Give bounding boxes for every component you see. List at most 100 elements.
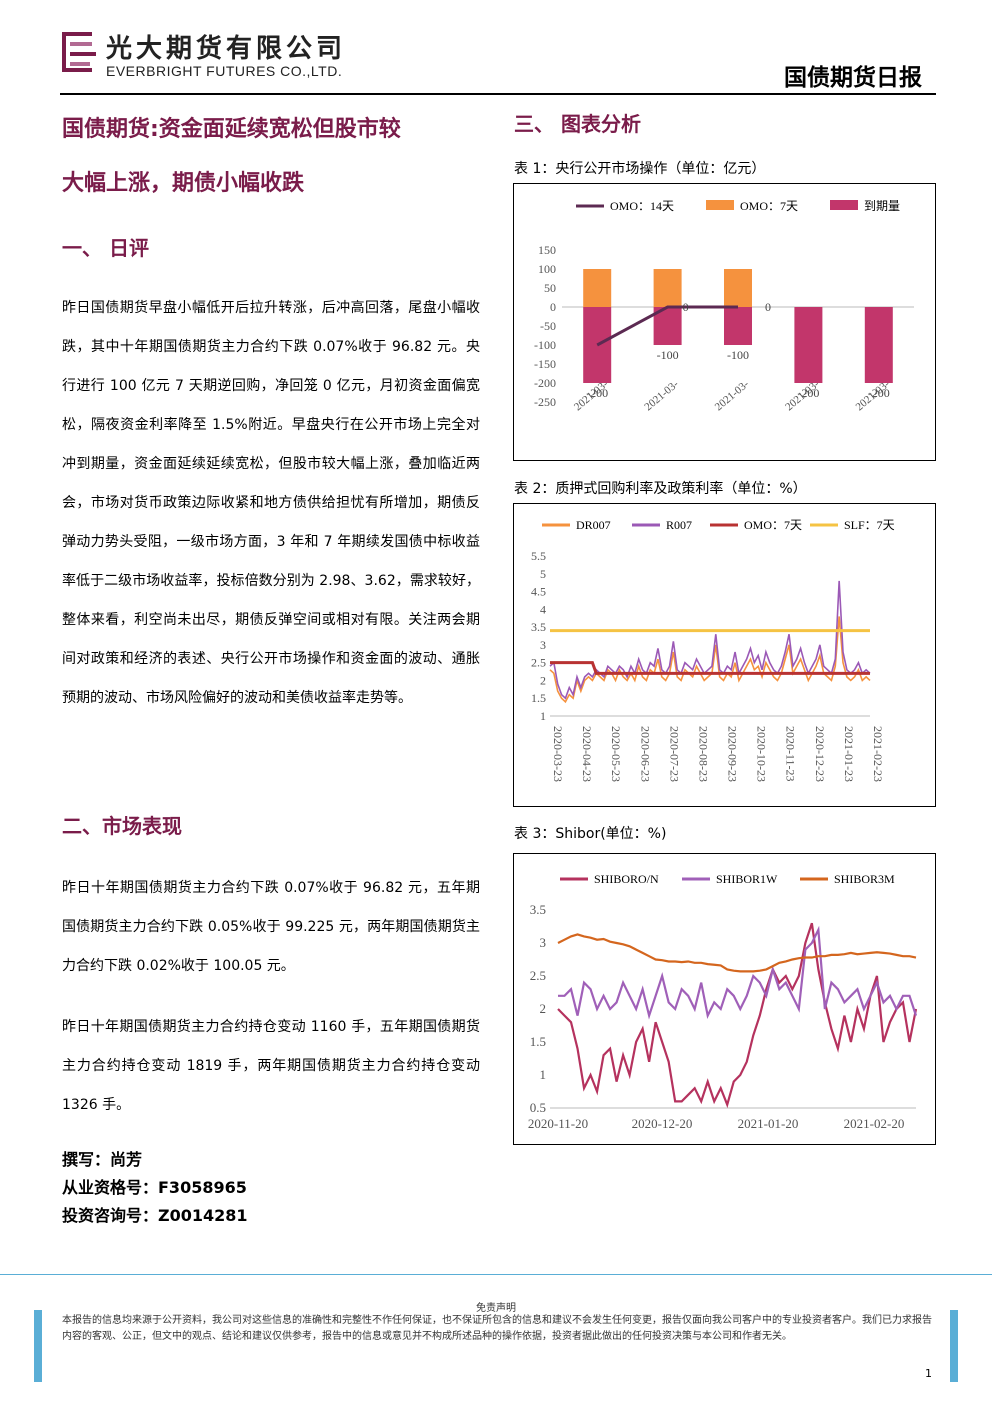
y-tick-label: -200 — [534, 376, 556, 390]
y-tick-label: 2 — [540, 673, 546, 687]
y-tick-label: 1.5 — [531, 691, 546, 705]
series-line — [549, 580, 871, 700]
x-tick-label: 2020-07-23 — [667, 726, 681, 782]
zero-label: 0 — [683, 300, 689, 314]
data-label: -200 — [868, 386, 890, 400]
author-block: 撰写：尚芳 从业资格号：F3058965 投资咨询号：Z0014281 — [62, 1146, 248, 1230]
market-paragraph-2: 昨日十年期国债期货主力合约持仓变动 1160 手，五年期国债期货主力合约持仓变动… — [62, 1019, 480, 1113]
zero-label: 0 — [765, 300, 771, 314]
x-tick-label: 2020-08-23 — [696, 726, 710, 782]
line-omo14 — [596, 305, 738, 347]
y-tick-label: 4.5 — [531, 585, 546, 599]
y-tick-label: -250 — [534, 395, 556, 409]
series-line — [557, 922, 918, 1109]
legend-label: OMO：14天 — [610, 199, 674, 213]
section-title-market: 二、市场表现 — [62, 814, 182, 838]
x-tick-label: 2021-03- — [713, 378, 752, 413]
author-qualification: 从业资格号：F3058965 — [62, 1178, 247, 1197]
legend-label: SHIBORO/N — [594, 872, 659, 886]
data-label: -200 — [797, 386, 819, 400]
y-tick-label: -150 — [534, 357, 556, 371]
x-tick-label: 2020-11-20 — [528, 1116, 588, 1131]
x-tick-label: 2020-12-20 — [632, 1116, 693, 1131]
bar-maturity — [724, 307, 752, 345]
y-tick-label: 5 — [540, 567, 546, 581]
page-number: 1 — [925, 1367, 932, 1380]
y-tick-label: 2.5 — [531, 656, 546, 670]
chart1-caption: 表 1：央行公开市场操作（单位：亿元） — [514, 161, 766, 177]
x-tick-label: 2020-05-23 — [609, 726, 623, 782]
x-tick-label: 2020-12-23 — [813, 726, 827, 782]
y-tick-label: 1 — [540, 709, 546, 723]
headline-line2: 大幅上涨，期债小幅收跌 — [62, 171, 305, 196]
series-line — [549, 616, 871, 704]
legend-label: SLF：7天 — [844, 518, 895, 532]
market-paragraph-1: 昨日十年期国债期货主力合约下跌 0.07%收于 96.82 元，五年期国债期货主… — [62, 880, 480, 974]
x-tick-label: 2020-09-23 — [726, 726, 740, 782]
footer-right-bar — [950, 1310, 958, 1382]
y-tick-label: 1.5 — [530, 1034, 546, 1049]
data-label: -200 — [586, 386, 608, 400]
data-label: -100 — [727, 348, 749, 362]
y-tick-label: 3.5 — [530, 902, 546, 917]
x-tick-label: 2020-11-23 — [784, 726, 798, 782]
chart2-caption: 表 2：质押式回购利率及政策利率（单位：%） — [514, 481, 807, 497]
x-tick-label: 2020-03-23 — [551, 726, 565, 782]
x-tick-label: 2020-06-23 — [638, 726, 652, 782]
data-label: -100 — [657, 348, 679, 362]
y-tick-label: 2 — [540, 1001, 547, 1016]
y-tick-label: 3 — [540, 638, 546, 652]
y-tick-label: 2.5 — [530, 968, 546, 983]
headline-line1: 国债期货:资金面延续宽松但股市较 — [62, 117, 401, 142]
legend-label: 到期量 — [864, 199, 900, 213]
legend-label: SHIBOR3M — [834, 872, 895, 886]
y-tick-label: 5.5 — [531, 549, 546, 563]
series-line — [557, 933, 917, 973]
y-tick-label: -100 — [534, 338, 556, 352]
x-tick-label: 2020-10-23 — [755, 726, 769, 782]
x-tick-label: 2021-02-20 — [844, 1116, 905, 1131]
disclaimer-title: 免责声明 — [476, 1303, 516, 1314]
chart3-caption: 表 3：Shibor(单位：%) — [514, 826, 667, 842]
author-consulting: 投资咨询号：Z0014281 — [62, 1206, 248, 1225]
y-tick-label: 0 — [550, 300, 556, 314]
chart-repo-rates: DR007 R007 OMO：7天 SLF：7天 5.5 5 4.5 4 3.5 3 2.5 2 1.5… — [513, 503, 936, 807]
y-tick-label: 1 — [540, 1067, 547, 1082]
y-tick-label: 3.5 — [531, 620, 546, 634]
footer-left-bar — [34, 1310, 42, 1382]
report-type-title: 国债期货日报 — [784, 65, 922, 91]
section-title-charts: 三、 图表分析 — [514, 112, 641, 136]
legend-label: OMO：7天 — [740, 199, 798, 213]
legend-label: SHIBOR1W — [716, 872, 778, 886]
review-paragraph: 昨日国债期货早盘小幅低开后拉升转涨，后冲高回落，尾盘小幅收跌，其中十年期国债期货… — [62, 300, 480, 706]
header-divider — [60, 93, 936, 95]
x-tick-label: 2020-04-23 — [580, 726, 594, 782]
bar-omo7 — [653, 269, 682, 307]
series-line — [550, 661, 870, 675]
legend-label: R007 — [666, 518, 692, 532]
y-tick-label: 50 — [544, 281, 556, 295]
legend-swatch — [830, 200, 858, 210]
bar-maturity — [864, 307, 893, 383]
disclaimer-text: 本报告的信息均来源于公开资料，我公司对这些信息的准确性和完整性不作任何保证，也不… — [62, 1315, 932, 1342]
legend-label: OMO：7天 — [744, 518, 802, 532]
chart-shibor: SHIBORO/N SHIBOR1W SHIBOR3M 3.5 3 2.5 2 1.5 1 0.5… — [513, 853, 936, 1145]
legend-label: DR007 — [576, 518, 611, 532]
company-name-cn: 光大期货有限公司 — [106, 34, 347, 64]
x-tick-label: 2021-01-23 — [842, 726, 856, 782]
y-tick-label: -50 — [540, 319, 556, 333]
bar-omo7 — [724, 269, 752, 307]
x-tick-label: 2021-01-20 — [738, 1116, 799, 1131]
headline: 国债期货:资金面延续宽松但股市较 大幅上涨，期债小幅收跌 — [62, 103, 492, 211]
x-tick-label: 2021-02-23 — [871, 726, 885, 782]
y-tick-label: 150 — [538, 243, 556, 257]
y-tick-label: 4 — [540, 602, 546, 616]
y-tick-label: 3 — [540, 935, 547, 950]
company-name-en: EVERBRIGHT FUTURES CO.,LTD. — [106, 63, 343, 79]
bar-maturity — [794, 307, 823, 383]
series-line — [558, 925, 918, 1020]
company-logo — [62, 32, 96, 72]
author-writer: 撰写：尚芳 — [62, 1150, 143, 1169]
chart-omo-operations: OMO：14天 OMO：7天 到期量 150 100 50 0 -50 -100 -150 -200… — [513, 183, 936, 461]
y-tick-label: 100 — [538, 262, 556, 276]
